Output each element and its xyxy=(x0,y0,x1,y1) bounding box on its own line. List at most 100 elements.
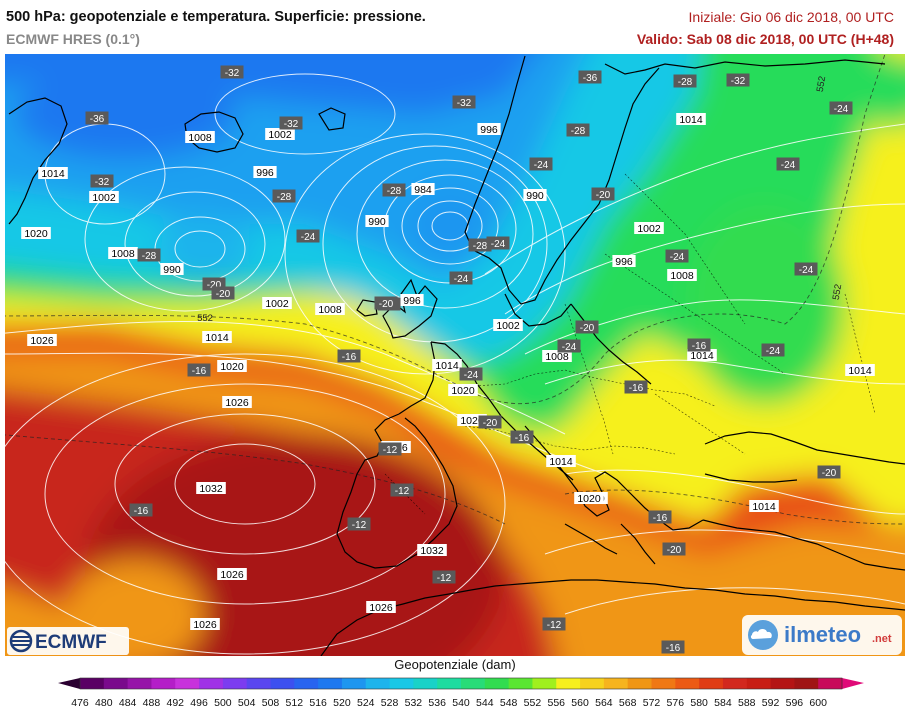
colorbar-tick-label: 496 xyxy=(190,697,208,709)
temperature-label: -12 xyxy=(383,445,398,456)
colorbar-swatch xyxy=(699,678,724,689)
colorbar-tick-label: 596 xyxy=(786,697,804,709)
colorbar-swatch xyxy=(556,678,581,689)
temperature-label-box xyxy=(726,73,750,87)
temperature-label-box xyxy=(776,157,800,171)
colorbar-tick-label: 512 xyxy=(286,697,304,709)
colorbar-tick-label: 592 xyxy=(762,697,780,709)
pressure-label: 1014 xyxy=(848,365,872,377)
temperature-label-box xyxy=(591,187,615,201)
temperature-label-box xyxy=(662,542,686,556)
temperature-label: -28 xyxy=(473,241,488,252)
temperature-label-box xyxy=(390,483,414,497)
temperature-label: -20 xyxy=(207,280,222,291)
pressure-label: 1026 xyxy=(220,569,244,581)
pressure-label: 990 xyxy=(526,190,544,202)
colorbar-swatch xyxy=(199,678,224,689)
colorbar-tick-label: 520 xyxy=(333,697,351,709)
temperature-label-box xyxy=(137,248,161,262)
temperature-label-box xyxy=(542,617,566,631)
colorbar-tick-label: 528 xyxy=(381,697,399,709)
temperature-label-box xyxy=(478,415,502,429)
model-name: ECMWF HRES (0.1°) xyxy=(6,31,140,47)
colorbar-tick-label: 588 xyxy=(738,697,756,709)
pressure-label: 1014 xyxy=(752,501,776,513)
colorbar-swatch xyxy=(627,678,652,689)
colorbar-swatch xyxy=(437,678,462,689)
temperature-label: -12 xyxy=(352,520,367,531)
colorbar-tick-label: 576 xyxy=(667,697,685,709)
pressure-label-box xyxy=(202,331,232,343)
ilmeteo-logo-text: ilmeteo xyxy=(784,622,861,647)
colorbar-swatch xyxy=(532,678,557,689)
ilmeteo-logo-svg: ilmeteo .net xyxy=(748,620,892,650)
pressure-label-box xyxy=(542,350,572,362)
temperature-label-box xyxy=(220,65,244,79)
pressure-label-box xyxy=(262,297,292,309)
temperature-label-box xyxy=(665,249,689,263)
colorbar-swatch xyxy=(294,678,319,689)
temperature-label: -12 xyxy=(547,620,562,631)
temperature-label-box xyxy=(382,183,406,197)
pressure-label: 1008 xyxy=(318,304,342,316)
colorbar-swatch xyxy=(746,678,772,689)
temperature-label: -24 xyxy=(834,104,849,115)
temperature-label: -28 xyxy=(678,77,693,88)
colorbar-tick-label: 564 xyxy=(595,697,613,709)
pressure-label-box xyxy=(108,247,138,259)
pressure-label-box xyxy=(523,189,547,201)
temperature-label: -16 xyxy=(134,506,149,517)
temperature-label: -20 xyxy=(822,468,837,479)
pressure-label-box xyxy=(546,455,576,467)
pressure-label-box xyxy=(21,227,51,239)
pressure-label-box xyxy=(477,123,501,135)
colorbar-tick-label: 508 xyxy=(262,697,280,709)
temperature-label: -36 xyxy=(90,114,105,125)
pressure-label: 1020 xyxy=(220,361,244,373)
pressure-label: 1002 xyxy=(92,192,116,204)
temperature-label-box xyxy=(817,465,841,479)
temperature-label: -20 xyxy=(379,299,394,310)
temperature-label: -32 xyxy=(457,98,472,109)
pressure-label-box xyxy=(676,113,706,125)
temperature-label-box xyxy=(661,640,685,654)
temperature-label: -16 xyxy=(629,383,644,394)
colorbar-tick-label: 488 xyxy=(143,697,161,709)
colorbar-tick-label: 584 xyxy=(714,697,732,709)
temperature-label-box xyxy=(557,339,581,353)
temperature-label: -16 xyxy=(192,366,207,377)
pressure-label-box xyxy=(265,128,295,140)
pressure-label: 996 xyxy=(403,295,421,307)
pressure-label-box xyxy=(160,263,184,275)
temperature-label-box xyxy=(211,286,235,300)
temperature-label: -12 xyxy=(395,486,410,497)
pressure-label-box xyxy=(27,334,57,346)
colorbar-swatch xyxy=(603,678,629,689)
temperature-label: -12 xyxy=(437,573,452,584)
temperature-label-box xyxy=(378,442,402,456)
temperature-label-box xyxy=(829,101,853,115)
colorbar-tick-label: 552 xyxy=(524,697,542,709)
pressure-label: 1032 xyxy=(199,483,223,495)
temperature-label: -24 xyxy=(799,265,814,276)
temperature-label: -24 xyxy=(670,252,685,263)
pressure-label-box xyxy=(366,601,396,613)
colorbar-tick-label: 572 xyxy=(643,697,661,709)
colorbar-tick-label: 560 xyxy=(571,697,589,709)
temperature-label: -16 xyxy=(692,341,707,352)
colorbar-tick-label: 580 xyxy=(690,697,708,709)
init-time: Iniziale: Gio 06 dic 2018, 00 UTC xyxy=(688,9,894,25)
pressure-label: 1026 xyxy=(193,619,217,631)
pressure-label-box xyxy=(667,269,697,281)
temperature-label: -24 xyxy=(534,160,549,171)
temperature-label-box xyxy=(432,570,456,584)
ecmwf-logo-svg: ECMWF xyxy=(9,629,107,653)
colorbar-tick-label: 548 xyxy=(500,697,518,709)
temperature-label-box xyxy=(459,367,483,381)
temperature-label: -24 xyxy=(491,239,506,250)
colorbar-high-arrow xyxy=(842,678,864,689)
temperature-label-box xyxy=(374,296,398,310)
temperature-label-box xyxy=(510,430,534,444)
pressure-label: 1014 xyxy=(690,350,714,362)
colorbar-tick-label: 556 xyxy=(547,697,565,709)
